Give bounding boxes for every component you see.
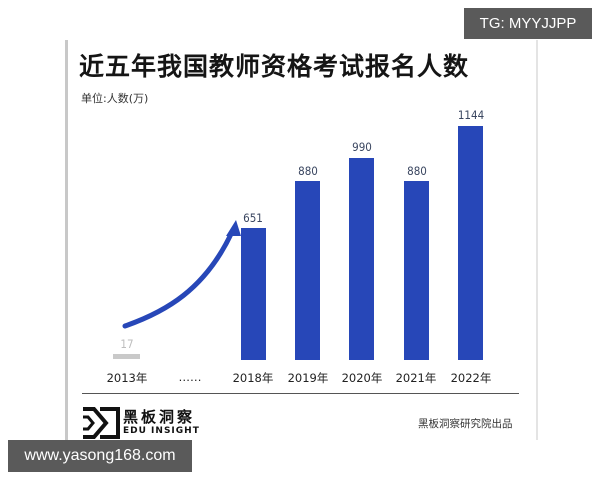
x-label-2022: 2022年 [450, 371, 492, 385]
footer-divider [82, 393, 519, 394]
bar-2021 [404, 181, 429, 360]
x-label-2019: 2019年 [287, 371, 329, 385]
x-label-2021: 2021年 [395, 371, 437, 385]
bar-2022 [458, 126, 483, 360]
chart-unit-label: 单位:人数(万) [81, 92, 149, 105]
edu-insight-logo-icon [83, 407, 120, 439]
bar-value-2022: 1144 [457, 108, 485, 122]
bar-value-2013: 17 [120, 337, 134, 351]
bar-value-2018: 651 [243, 211, 263, 225]
chart-title: 近五年我国教师资格考试报名人数 [79, 52, 470, 81]
x-label-2020: 2020年 [341, 371, 383, 385]
bar-value-2020: 990 [352, 140, 372, 154]
logo-text-en: EDU INSIGHT [123, 426, 200, 436]
bar-2020 [349, 158, 374, 360]
bar-2013 [113, 354, 140, 359]
watermark-tg: TG: MYYJJPP [464, 8, 592, 39]
bar-value-2021: 880 [407, 164, 427, 178]
bar-value-2019: 880 [298, 164, 318, 178]
bar-2019 [295, 181, 320, 360]
watermark-url: www.yasong168.com [8, 440, 192, 472]
x-label-2018: 2018年 [232, 371, 274, 385]
x-label-2013: 2013年 [106, 371, 148, 385]
logo-text-cn: 黑板洞察 [123, 408, 196, 426]
x-label-ellipsis: …… [178, 370, 202, 384]
source-credit: 黑板洞察研究院出品 [418, 418, 513, 430]
bar-2018 [241, 228, 266, 360]
